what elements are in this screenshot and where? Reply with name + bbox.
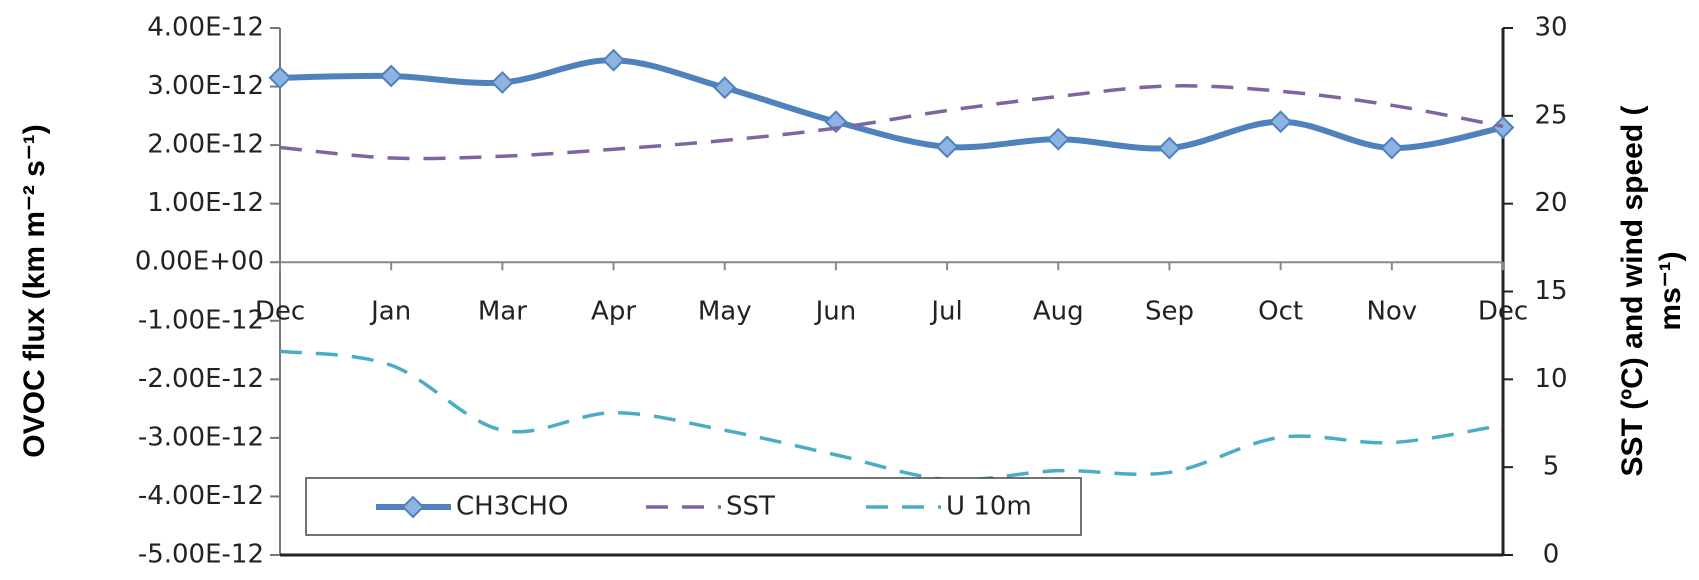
point-marker [1158, 136, 1181, 160]
legend-label: U 10m [946, 492, 1032, 522]
y2-axis-title: ms⁻¹) [1654, 251, 1687, 330]
y-axis-title: OVOC flux (km m⁻² s⁻¹) [18, 124, 51, 457]
x-tick-label: Jun [814, 297, 857, 327]
y2-axis-title: SST (ºC) and wind speed ( [1616, 106, 1649, 477]
y-tick-label: 3.00E-12 [147, 71, 264, 101]
y-tick-label: -1.00E-12 [138, 305, 264, 335]
point-marker [1380, 136, 1404, 160]
y-tick-label: 4.00E-12 [147, 13, 264, 43]
y-tick-label: -5.00E-12 [138, 540, 264, 570]
series-line [279, 84, 1504, 161]
point-marker [713, 76, 737, 100]
x-tick-label: Dec [255, 297, 305, 327]
point-marker [1269, 110, 1293, 134]
x-tick-label: Mar [478, 297, 527, 327]
x-tick-label: Jan [369, 297, 411, 327]
y2-tick-label: 10 [1534, 364, 1567, 394]
y2-tick-label: 0 [1543, 540, 1560, 570]
y2-tick-label: 25 [1534, 100, 1567, 130]
legend-label: SST [726, 492, 775, 522]
y-tick-label: 0.00E+00 [135, 247, 264, 277]
point-marker [379, 64, 403, 88]
x-tick-label: Sep [1145, 297, 1194, 327]
y2-tick-label: 30 [1534, 13, 1567, 43]
x-tick-label: May [698, 297, 752, 327]
series-line [279, 349, 1504, 482]
legend-label: CH3CHO [456, 492, 568, 522]
legend-marker [401, 495, 425, 519]
point-marker [1491, 116, 1515, 139]
y-tick-label: -2.00E-12 [138, 364, 264, 394]
x-tick-label: Aug [1033, 297, 1084, 327]
y2-tick-label: 15 [1534, 276, 1567, 306]
y-tick-label: 2.00E-12 [147, 130, 264, 160]
x-tick-label: Dec [1478, 297, 1528, 327]
y-tick-label: -3.00E-12 [138, 422, 264, 452]
point-marker [935, 135, 959, 159]
point-marker [602, 48, 625, 72]
point-marker [490, 71, 514, 94]
x-tick-label: Nov [1366, 297, 1417, 327]
series-line [279, 57, 1504, 152]
point-marker [268, 66, 292, 90]
y-tick-label: -4.00E-12 [138, 481, 264, 511]
y2-tick-label: 20 [1534, 188, 1567, 218]
x-tick-label: Jul [929, 297, 962, 327]
x-tick-label: Apr [591, 297, 636, 327]
y-tick-label: 1.00E-12 [147, 188, 264, 218]
point-marker [824, 110, 848, 134]
y2-tick-label: 5 [1543, 452, 1560, 482]
point-marker [1046, 127, 1070, 151]
x-tick-label: Oct [1258, 297, 1303, 327]
